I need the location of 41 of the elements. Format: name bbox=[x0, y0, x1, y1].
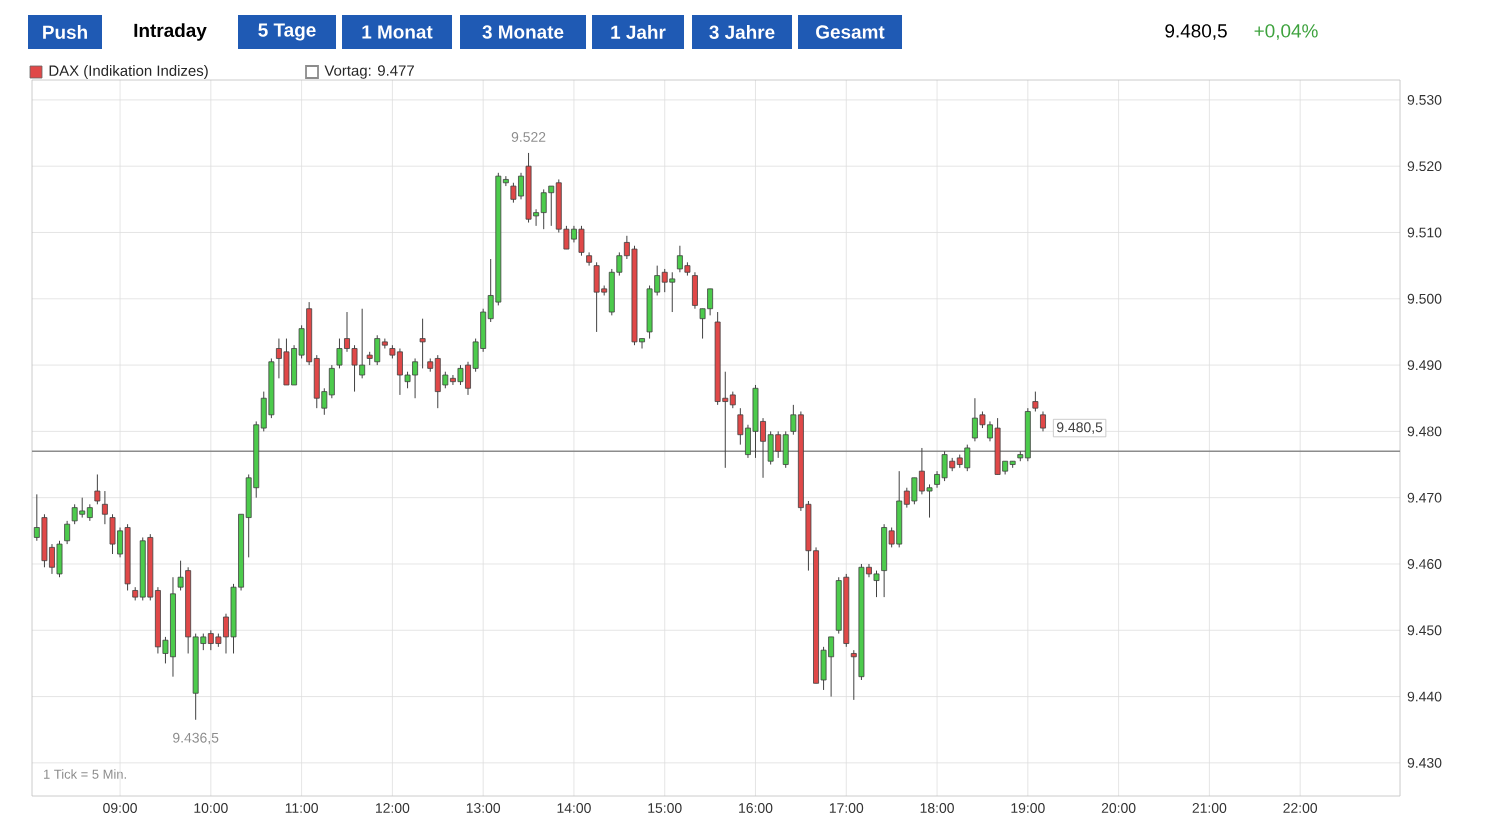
candlestick bbox=[412, 357, 419, 399]
candlestick bbox=[548, 185, 555, 227]
candlestick bbox=[676, 245, 683, 273]
candlestick bbox=[782, 430, 789, 469]
candlestick bbox=[661, 268, 668, 293]
candlestick bbox=[881, 523, 888, 598]
candlestick bbox=[449, 374, 456, 386]
candlestick bbox=[41, 513, 48, 568]
candlestick bbox=[540, 188, 547, 230]
candlestick bbox=[828, 636, 835, 698]
text: 3 Jahre bbox=[709, 25, 775, 39]
candlestick bbox=[396, 348, 403, 396]
candlestick bbox=[457, 364, 464, 386]
candlestick bbox=[964, 444, 971, 472]
candlestick bbox=[1032, 391, 1039, 412]
candlestick bbox=[775, 430, 782, 459]
candlestick bbox=[283, 338, 290, 386]
text: 1 Jahr bbox=[611, 25, 666, 39]
candlestick bbox=[994, 417, 1001, 475]
text: Intraday bbox=[134, 23, 207, 41]
candlestick bbox=[1040, 410, 1046, 432]
candlestick bbox=[434, 354, 441, 409]
candlestick bbox=[1024, 407, 1031, 462]
candlestick bbox=[941, 450, 948, 482]
candlestick bbox=[374, 334, 381, 366]
candlestick bbox=[359, 308, 366, 379]
text: 1 Monat bbox=[362, 25, 433, 39]
candlestick bbox=[669, 271, 676, 313]
text: Gesamt bbox=[816, 25, 885, 39]
text: Push bbox=[43, 25, 87, 39]
text: 5 Tage bbox=[258, 23, 316, 41]
text: 3 Monate bbox=[482, 25, 564, 39]
candlestick bbox=[419, 318, 426, 369]
candlestick bbox=[918, 447, 925, 495]
candlestick bbox=[79, 497, 86, 519]
text: +0,04% bbox=[1254, 24, 1318, 40]
candlestick bbox=[971, 397, 978, 442]
candlestick bbox=[896, 470, 903, 548]
candlestick bbox=[207, 629, 214, 651]
candlestick bbox=[707, 288, 714, 316]
text: 9.480,5 bbox=[1165, 24, 1227, 40]
